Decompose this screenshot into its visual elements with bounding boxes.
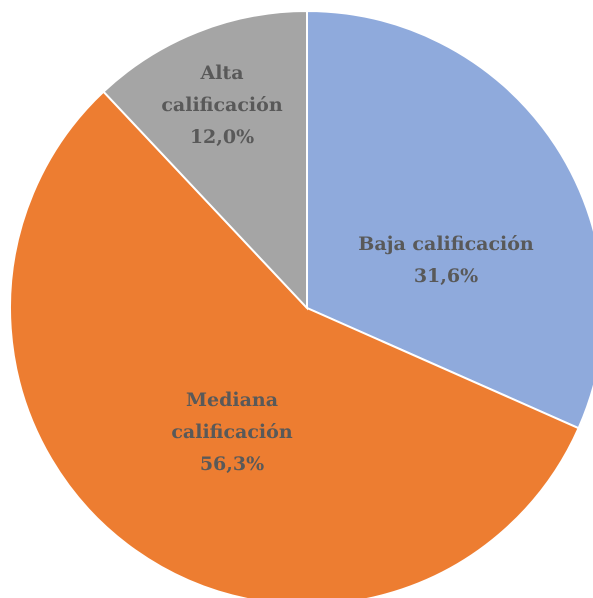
slice-label: Mediana calificación 56,3% <box>157 384 307 480</box>
value-label: 12,0% <box>189 126 255 148</box>
slice-label: Alta calificación 12,0% <box>147 57 297 153</box>
value-label: 56,3% <box>199 453 265 475</box>
pie-slice <box>9 90 580 598</box>
pie-slice <box>306 9 593 430</box>
category-name: Baja calificación <box>358 233 534 255</box>
slice-label: Baja calificación 31,6% <box>331 228 561 292</box>
pie-slice <box>102 9 308 311</box>
category-name: Mediana calificación <box>171 389 293 443</box>
value-label: 31,6% <box>413 265 479 287</box>
category-name: Alta calificación <box>161 62 283 116</box>
